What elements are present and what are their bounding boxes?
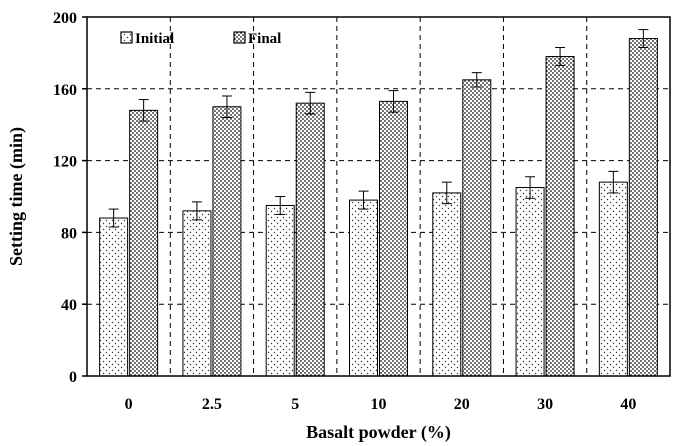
bar-initial-40 (598, 181, 628, 377)
legend-swatch-final (233, 31, 246, 44)
y-axis-title: Setting time (min) (6, 127, 27, 266)
legend-label-final: Final (248, 31, 281, 47)
bar-final-40 (628, 38, 658, 377)
bar-initial-5 (265, 204, 295, 377)
bar-initial-2.5 (182, 210, 212, 377)
y-tick-label: 80 (61, 225, 77, 242)
y-tick-label: 160 (53, 82, 77, 99)
legend-label-initial: Initial (135, 31, 174, 47)
x-tick-label: 20 (454, 396, 470, 413)
legend-swatch-initial (120, 31, 133, 44)
bar-final-20 (462, 79, 492, 377)
y-tick-label: 40 (61, 297, 77, 314)
bar-final-10 (379, 100, 408, 377)
bar-initial-10 (349, 199, 378, 377)
x-tick-label: 40 (620, 396, 636, 413)
x-axis-title: Basalt powder (%) (306, 422, 451, 443)
plot-area (87, 17, 670, 376)
x-tick-label: 0 (125, 396, 133, 413)
x-tick-label: 10 (371, 396, 387, 413)
bar-initial-20 (432, 192, 462, 377)
bar-final-30 (545, 55, 575, 377)
bar-initial-0 (99, 217, 129, 377)
x-tick-label: 2.5 (202, 396, 222, 413)
y-tick-label: 200 (53, 10, 77, 27)
y-tick-label: 120 (53, 154, 77, 171)
y-tick-label: 0 (69, 369, 77, 386)
x-tick-label: 30 (537, 396, 553, 413)
bar-final-0 (129, 109, 159, 377)
plot-frame (86, 16, 671, 377)
bar-final-2.5 (212, 106, 242, 377)
bar-final-5 (295, 102, 325, 377)
x-tick-label: 5 (291, 396, 299, 413)
bar-initial-30 (515, 187, 545, 377)
